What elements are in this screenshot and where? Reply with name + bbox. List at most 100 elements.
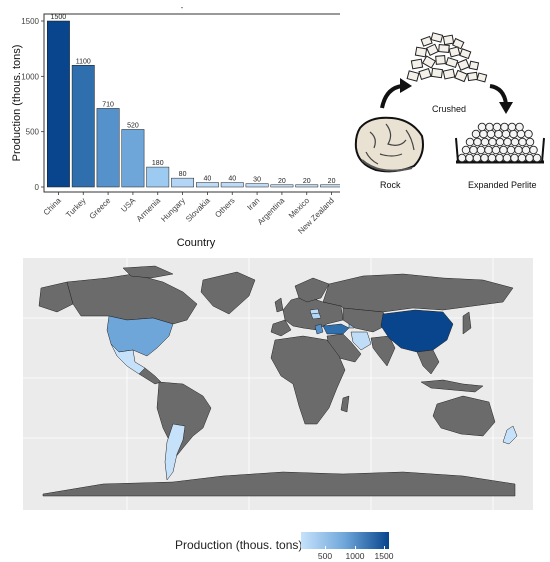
perlite-bead (461, 145, 471, 155)
scandinavia-region (294, 277, 330, 303)
bar-mexico (295, 184, 319, 188)
legend-tick-1000: 1000 (345, 551, 365, 561)
rock-icon (354, 116, 424, 173)
y-tick-label: 500 (26, 128, 40, 137)
map-legend: Production (thous. tons) 500 1000 1500 (175, 524, 415, 561)
indonesia-region (420, 379, 484, 393)
canada-region (66, 273, 198, 325)
madagascar-region (340, 395, 350, 413)
x-axis: China Turkey Greece USAArmeniaHungarySlovak… (42, 192, 336, 236)
rock-label: Rock (380, 180, 401, 190)
legend-tickmark-500 (325, 546, 326, 549)
crushed-label: Crushed (432, 104, 467, 114)
legend-tick-1500: 1500 (374, 551, 394, 561)
perlite-bead (509, 129, 518, 139)
x-tick-label: USA (119, 196, 137, 214)
iberia-region (270, 319, 292, 337)
perlite-bead (457, 153, 467, 163)
perlite-bead (486, 129, 496, 139)
x-tick-label: Turkey (64, 196, 87, 219)
perlite-bead (525, 137, 535, 147)
bar-hungary (171, 177, 195, 188)
bar-slovakia (195, 182, 219, 188)
bar-value-label: 1500 (51, 14, 67, 21)
bar-turkey (71, 65, 95, 188)
perlite-bead (495, 137, 505, 147)
chart-title: - (181, 3, 184, 12)
x-tick-label: China (42, 196, 64, 218)
perlite-bead (477, 122, 487, 132)
perlite-bead (479, 129, 488, 139)
south-asia-region (370, 335, 396, 367)
country-usa (106, 315, 174, 357)
bar-value-label: 30 (253, 177, 261, 184)
canada-islands-region (122, 265, 174, 279)
y-tick-label: 1000 (21, 72, 39, 81)
bar-new-zealand (320, 184, 340, 188)
x-tick-label: Argentina (256, 196, 287, 227)
y-tick-label: 1500 (21, 17, 39, 26)
legend-tickmark-1000 (355, 546, 356, 549)
alaska-region (38, 281, 74, 313)
perlite-bead (471, 129, 481, 139)
x-tick-label: Iran (245, 196, 261, 212)
perlite-bead (524, 129, 533, 139)
bar-argentina (270, 184, 294, 188)
perlite-bead (516, 129, 526, 139)
japan-region (462, 311, 472, 335)
africa-region (270, 335, 346, 425)
perlite-bead (492, 122, 502, 132)
bar-value-label: 520 (127, 122, 139, 129)
expanded-perlite-label: Expanded Perlite (468, 180, 537, 190)
perlite-process-illustration: Rock Crushed Expanded Perlite (340, 20, 550, 200)
legend-tick-500: 500 (317, 551, 333, 561)
perlite-bead (525, 153, 534, 163)
x-tick-label: Armenia (135, 196, 163, 224)
bar-greece (96, 108, 120, 188)
perlite-bead (480, 153, 489, 163)
bar-value-label: 1100 (76, 58, 91, 65)
x-tick-label: Others (213, 196, 236, 219)
legend-tickmark-1500 (384, 546, 385, 549)
y-axis-label: Production (thous. tons) (11, 45, 23, 162)
bar-armenia (146, 166, 170, 188)
perlite-bead (518, 137, 527, 147)
russia-region (322, 273, 514, 313)
bar-iran (245, 183, 269, 188)
world-map-panel (23, 258, 533, 510)
perlite-bead (517, 153, 527, 163)
bar-others (220, 182, 244, 188)
perlite-bead (491, 145, 501, 155)
bar-value-label: 20 (328, 178, 336, 185)
country-slovakia (309, 308, 320, 315)
world-map (23, 258, 533, 510)
bar-china (46, 20, 70, 188)
country-iran (350, 331, 372, 351)
perlite-bead (510, 153, 519, 163)
arrow-crushed-to-expanded-icon (489, 84, 513, 114)
perlite-bead (484, 145, 493, 155)
bar-value-label: 710 (102, 101, 114, 108)
perlite-bead (532, 153, 542, 163)
perlite-bead (510, 137, 520, 147)
bar-chart: - 0 500 1000 1500 1500 1100 710 520 180 80 40 40 30… (11, 3, 340, 249)
x-tick-label: Greece (88, 196, 113, 221)
perlite-bead (465, 137, 475, 147)
perlite-bead (515, 122, 524, 132)
y-axis: 0 500 1000 1500 (21, 17, 44, 192)
bar-value-label: 80 (179, 171, 187, 178)
perlite-bead (495, 153, 504, 163)
country-argentina (164, 423, 186, 481)
australia-region (432, 395, 496, 437)
perlite-bead (502, 153, 512, 163)
bar-value-label: 180 (152, 160, 164, 167)
bar-value-label: 40 (228, 176, 236, 183)
perlite-bead (506, 145, 516, 155)
perlite-bead (499, 145, 508, 155)
country-turkey (322, 323, 350, 335)
perlite-bead (473, 137, 482, 147)
arrow-rock-to-crushed-icon (380, 78, 412, 109)
x-tick-label: Slovakia (184, 196, 212, 224)
perlite-bead (501, 129, 511, 139)
southeast-asia-region (416, 349, 440, 375)
